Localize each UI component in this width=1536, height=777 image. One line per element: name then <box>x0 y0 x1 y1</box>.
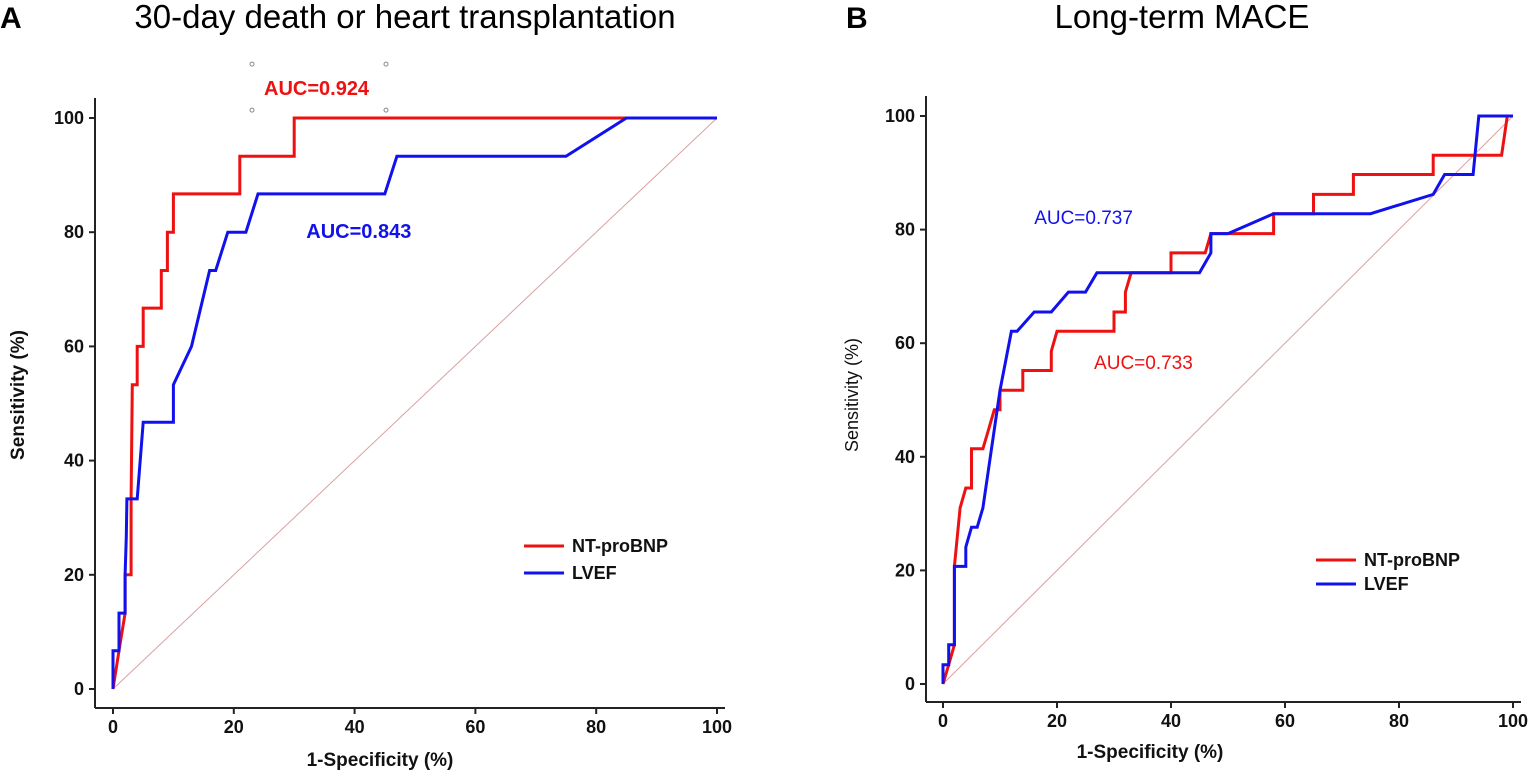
legend-label: NT-proBNP <box>572 536 668 556</box>
x-tick-label: 100 <box>702 717 732 737</box>
panel-A: A 30-day death or heart transplantation 0 2… <box>0 0 732 771</box>
x-tick-label: 60 <box>465 717 485 737</box>
x-tick-label: 40 <box>345 717 365 737</box>
selection-handle <box>383 107 389 113</box>
y-tick-label: 100 <box>885 106 915 126</box>
y-tick-label: 40 <box>895 447 915 467</box>
y-tick-label: 20 <box>64 565 84 585</box>
y-tick-label: 40 <box>64 451 84 471</box>
chart-title: Long-term MACE <box>1055 0 1310 35</box>
reference-diagonal <box>942 115 1514 685</box>
x-tick-label: 40 <box>1161 711 1181 731</box>
y-tick-label: 0 <box>74 679 84 699</box>
x-axis-label: 1-Specificity (%) <box>307 750 454 771</box>
chart-title: 30-day death or heart transplantation <box>134 0 675 35</box>
reference-diagonal <box>112 117 718 690</box>
y-tick-label: 20 <box>895 560 915 580</box>
y-axis-label: Sensitivity (%) <box>842 338 862 452</box>
y-tick-label: 80 <box>64 222 84 242</box>
x-tick-label: 0 <box>108 717 118 737</box>
y-tick-label: 0 <box>905 674 915 694</box>
x-tick-label: 80 <box>586 717 606 737</box>
legend-label: LVEF <box>572 563 617 583</box>
roc-curve-lvef <box>111 116 717 689</box>
x-axis-label: 1-Specificity (%) <box>1077 742 1224 763</box>
legend-label: NT-proBNP <box>1364 550 1460 570</box>
legend-label: LVEF <box>1364 574 1409 594</box>
y-axis-label: Sensitivity (%) <box>8 330 29 460</box>
roc-curve-nt-probnp <box>111 116 717 690</box>
auc-annotation: AUC=0.733 <box>1094 353 1193 374</box>
y-tick-label: 80 <box>895 220 915 240</box>
selection-handle <box>249 107 255 113</box>
roc-curve-lvef <box>941 114 1513 684</box>
y-tick-label: 100 <box>54 108 84 128</box>
panel-letter: A <box>0 2 22 35</box>
auc-annotation: AUC=0.843 <box>306 221 411 243</box>
x-tick-label: 80 <box>1389 711 1409 731</box>
x-tick-label: 20 <box>1047 711 1067 731</box>
x-tick-label: 60 <box>1275 711 1295 731</box>
x-tick-label: 20 <box>224 717 244 737</box>
x-tick-label: 0 <box>938 711 948 731</box>
panel-B: B Long-term MACE 0 20 40 60 80 100 0 20 40 60 80 100 1… <box>842 0 1528 763</box>
auc-annotation: AUC=0.737 <box>1034 208 1133 229</box>
y-tick-label: 60 <box>64 336 84 356</box>
auc-annotation: AUC=0.924 <box>264 78 370 100</box>
x-tick-label: 100 <box>1498 711 1528 731</box>
selection-handle <box>249 61 255 67</box>
roc-curve-nt-probnp <box>941 114 1513 685</box>
panel-letter: B <box>846 2 868 35</box>
y-tick-label: 60 <box>895 333 915 353</box>
selection-handle <box>383 61 389 67</box>
